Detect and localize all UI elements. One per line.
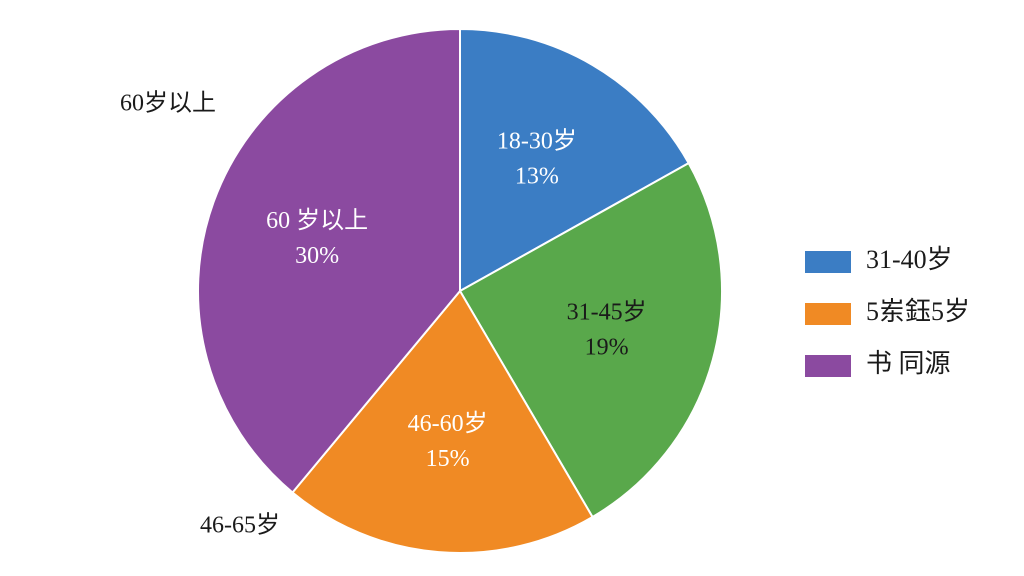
pie-slice bbox=[459, 27, 691, 293]
slice-value-label: 30% bbox=[295, 243, 339, 269]
legend-label: 书 同源 bbox=[866, 349, 951, 378]
slice-value-label: 15% bbox=[426, 446, 470, 472]
annotation: 60岁以上 bbox=[120, 90, 216, 117]
legend-swatch bbox=[805, 303, 851, 325]
slice-label: 46-60岁 bbox=[408, 410, 488, 437]
pie-slice bbox=[458, 161, 723, 519]
legend-swatch bbox=[805, 355, 851, 377]
pie-slice bbox=[197, 27, 461, 494]
slice-label: 31-45岁 bbox=[567, 298, 647, 325]
slice-label: 18-30岁 bbox=[497, 127, 577, 154]
legend-label: 31-40岁 bbox=[866, 245, 953, 274]
legend-swatch bbox=[805, 251, 851, 273]
legend-label: 5岽鈺5岁 bbox=[866, 297, 970, 326]
annotation: 46-65岁 bbox=[200, 512, 280, 539]
slice-value-label: 19% bbox=[585, 334, 629, 360]
slice-label: 60 岁以上 bbox=[266, 207, 368, 234]
pie-slice bbox=[291, 289, 594, 554]
slice-value-label: 13% bbox=[515, 163, 559, 189]
